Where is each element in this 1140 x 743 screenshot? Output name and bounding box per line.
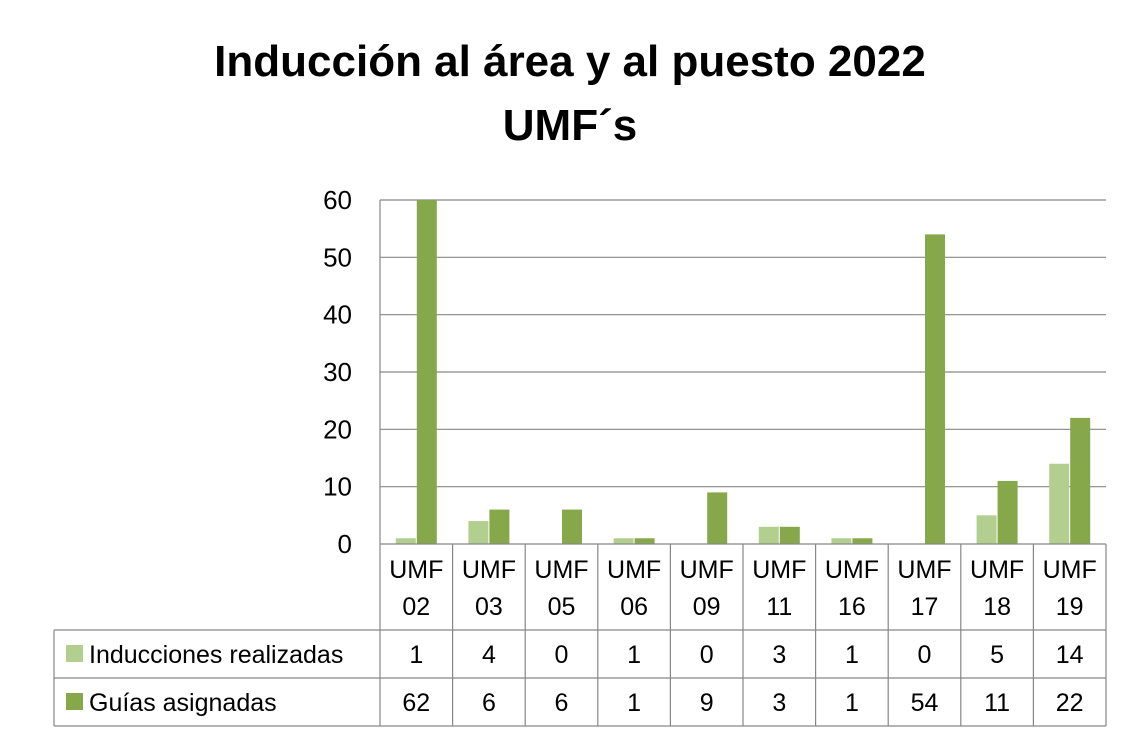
bars (395, 200, 1091, 544)
y-tick-label: 30 (323, 357, 352, 387)
category-label: 09 (693, 593, 721, 621)
data-value-label: 1 (845, 689, 859, 717)
series-label: Guías asignadas (89, 689, 277, 717)
category-label: 16 (838, 593, 866, 621)
data-value-label: 14 (1056, 641, 1084, 669)
category-label: UMF (462, 556, 516, 584)
bar-guias (489, 509, 510, 544)
data-value-label: 1 (627, 689, 641, 717)
category-label: UMF (680, 556, 734, 584)
data-value-label: 9 (700, 689, 714, 717)
category-label: 02 (402, 593, 430, 621)
bar-guias (779, 526, 800, 544)
category-label: 03 (475, 593, 503, 621)
data-value-label: 11 (984, 689, 1010, 717)
data-value-label: 5 (990, 641, 1004, 669)
data-value-label: 62 (402, 689, 430, 717)
bar-inducciones (831, 538, 852, 544)
bar-guias (1070, 417, 1091, 544)
bar-guias (925, 234, 945, 544)
data-value-label: 6 (555, 689, 569, 717)
category-label: 17 (911, 593, 939, 621)
category-label: 06 (620, 593, 648, 621)
bar-guias (852, 538, 873, 544)
y-tick-label: 40 (323, 300, 352, 330)
data-value-label: 22 (1056, 689, 1084, 717)
legend-swatch (66, 693, 83, 710)
data-value-label: 3 (772, 641, 786, 669)
gridlines (380, 199, 1106, 488)
data-value-label: 0 (700, 641, 714, 669)
category-label: 19 (1056, 593, 1084, 621)
category-label: UMF (389, 556, 443, 584)
data-value-label: 1 (409, 641, 423, 669)
bar-inducciones (1049, 463, 1070, 544)
bar-inducciones (468, 521, 489, 544)
chart-title-line1: Inducción al área y al puesto 2022 (214, 37, 926, 86)
bar-guias (562, 509, 582, 544)
category-label: 05 (548, 593, 576, 621)
y-tick-label: 50 (323, 242, 352, 272)
data-value-label: 0 (918, 641, 932, 669)
y-axis: 0 10 20 30 40 50 60 (323, 185, 381, 559)
bar-inducciones (976, 515, 997, 544)
chart-title-line2: UMF´s (502, 101, 638, 150)
bar-inducciones (395, 538, 416, 544)
category-label: 11 (766, 593, 792, 621)
series-label: Inducciones realizadas (89, 641, 343, 669)
data-table: UMF02UMF03UMF05UMF06UMF09UMF11UMF16UMF17… (53, 543, 1107, 727)
category-label: UMF (897, 556, 951, 584)
bar-guias (634, 538, 655, 544)
category-label: UMF (825, 556, 879, 584)
bar-guias (997, 480, 1018, 544)
legend-swatch (66, 645, 83, 662)
y-tick-label: 0 (338, 529, 352, 559)
category-label: UMF (1043, 556, 1097, 584)
data-value-label: 6 (482, 689, 496, 717)
category-label: UMF (534, 556, 588, 584)
category-label: UMF (970, 556, 1024, 584)
bar-inducciones (613, 538, 634, 544)
bar-guias (707, 492, 728, 544)
category-label: 18 (983, 593, 1011, 621)
data-value-label: 4 (482, 641, 496, 669)
y-tick-label: 10 (323, 472, 352, 502)
data-value-label: 3 (772, 689, 786, 717)
bar-guias (416, 200, 437, 544)
data-value-label: 54 (911, 689, 939, 717)
data-value-label: 1 (845, 641, 859, 669)
category-label: UMF (607, 556, 661, 584)
category-label: UMF (752, 556, 806, 584)
y-tick-label: 60 (323, 185, 352, 215)
data-value-label: 0 (555, 641, 569, 669)
bar-inducciones (758, 526, 779, 544)
y-tick-label: 20 (323, 414, 352, 444)
data-value-label: 1 (627, 641, 641, 669)
